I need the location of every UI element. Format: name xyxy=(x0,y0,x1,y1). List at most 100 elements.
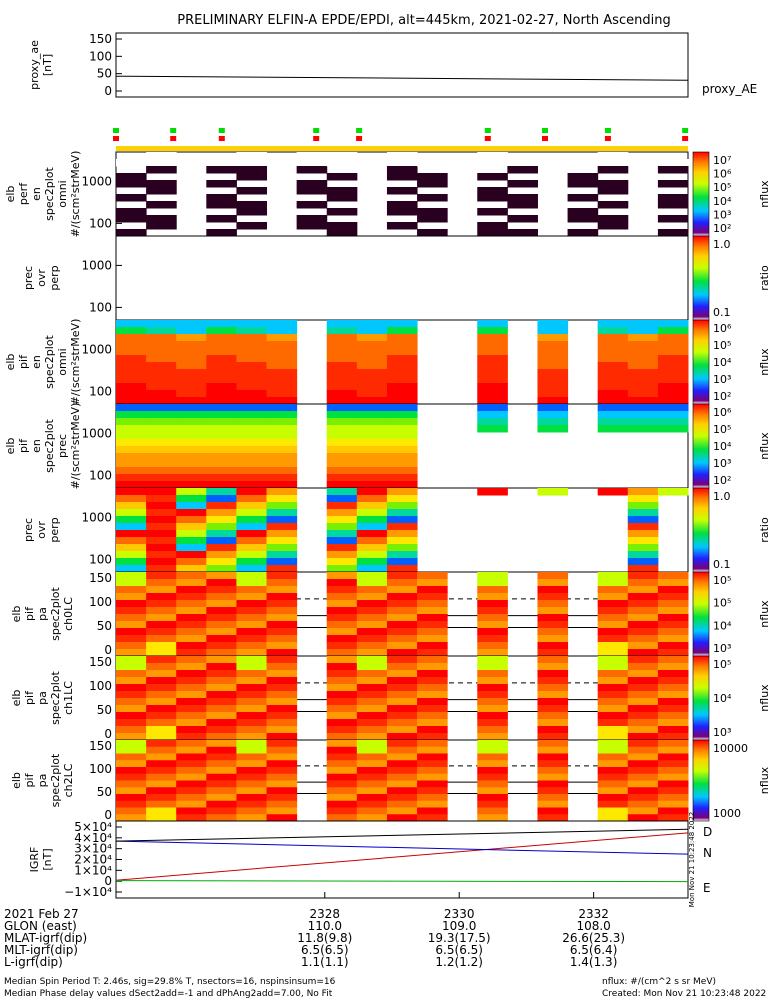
spectro-cell-p6-c18-r4 xyxy=(657,600,689,608)
ylabel-elb_pif_pa_ch0LC-0: elb xyxy=(10,606,23,623)
ylabel-proxy_ae-0: proxy_ae xyxy=(28,40,41,90)
ytick-label-elb_pif_pa_ch2LC-0: 150 xyxy=(89,739,112,753)
spectro-cell-p3-c8-r1 xyxy=(356,327,388,335)
spectro-cell-p8-c5-r3 xyxy=(266,760,298,768)
spectro-cell-p7-c5-r9 xyxy=(266,719,298,727)
spectro-cell-p6-c0-r0 xyxy=(116,572,147,580)
spectro-cell-p3-c5-r7 xyxy=(266,369,298,377)
xrow-value-0-1: 2330 xyxy=(444,907,475,921)
spectro-cell-p7-c16-r1 xyxy=(597,663,629,671)
spectro-cell-p8-c18-r1 xyxy=(657,746,689,754)
spectro-cell-p4-c8-r2 xyxy=(356,418,388,426)
spectro-cell-p5-c5-r0 xyxy=(266,488,298,496)
spectro-cell-p8-c2-r11 xyxy=(176,814,207,822)
spectro-cell-p7-c2-r4 xyxy=(176,684,207,692)
spectro-cell-p4-c2-r8 xyxy=(176,460,207,468)
spectro-cell-p7-c9-r4 xyxy=(386,684,418,692)
spectro-cell-p8-c1-r0 xyxy=(146,740,177,748)
spectro-cell-p7-c5-r11 xyxy=(266,733,298,741)
spectro-cell-p5-c2-r2 xyxy=(176,502,207,510)
spectro-cell-p4-c7-r5 xyxy=(326,439,358,447)
spectro-cell-p3-c9-r6 xyxy=(386,362,418,370)
spectro-cell-p1-c0-r9 xyxy=(116,215,147,223)
spectro-cell-p8-c9-r6 xyxy=(386,780,418,788)
spectro-cell-p3-c2-r9 xyxy=(176,383,207,391)
spectro-cell-p6-c4-r6 xyxy=(236,614,268,622)
ytick-label-elb_pif_pa_ch2LC-2: 50 xyxy=(97,785,112,799)
spectro-cell-p7-c0-r9 xyxy=(116,719,147,727)
spectro-cell-p7-c10-r8 xyxy=(417,712,448,720)
ylabel-elb_spec_perf-4: omni xyxy=(56,180,69,207)
spectro-cell-p3-c2-r4 xyxy=(176,348,207,356)
spectro-cell-p7-c1-r6 xyxy=(146,698,177,706)
spectro-cell-p1-c6-r10 xyxy=(296,222,328,230)
spectro-cell-p6-c18-r11 xyxy=(657,649,689,657)
spectro-cell-p6-c16-r1 xyxy=(597,579,629,587)
spectro-cell-p3-c5-r8 xyxy=(266,376,298,384)
spectro-cell-p1-c3-r2 xyxy=(206,166,237,174)
spectro-cell-p8-c9-r4 xyxy=(386,767,418,775)
spectro-cell-p1-c0-r6 xyxy=(116,194,147,202)
spectro-cell-p3-c7-r8 xyxy=(326,376,358,384)
spectro-cell-p4-c12-r0 xyxy=(477,404,508,412)
spectro-cell-p1-c0-r11 xyxy=(116,229,147,237)
spectro-cell-p3-c4-r1 xyxy=(236,327,268,335)
xrow-value-1-0: 110.0 xyxy=(308,919,342,933)
spectro-cell-p3-c16-r10 xyxy=(597,390,629,398)
spectro-cell-p6-c7-r0 xyxy=(326,572,358,580)
spectro-cell-p8-c0-r7 xyxy=(116,787,147,795)
spectro-cell-p8-c5-r5 xyxy=(266,773,298,781)
spectro-cell-p5-c3-r3 xyxy=(206,509,237,517)
spectro-cell-p4-c5-r9 xyxy=(266,467,298,475)
spectro-cell-p4-c5-r3 xyxy=(266,425,298,433)
spectro-cell-p4-c2-r7 xyxy=(176,453,207,461)
spectro-cell-p8-c17-r7 xyxy=(627,787,659,795)
spectro-cell-p3-c16-r2 xyxy=(597,334,629,342)
colorbar-elb_pif_pa_ch0LC xyxy=(692,571,710,657)
spectro-cell-p4-c18-r2 xyxy=(657,418,689,426)
spectro-cell-p3-c4-r10 xyxy=(236,390,268,398)
colorbar-tick-elb_pif_en_omni-3: 10³ xyxy=(713,373,731,386)
spectro-cell-p8-c2-r2 xyxy=(176,753,207,761)
spectro-cell-p7-c9-r9 xyxy=(386,719,418,727)
spectro-cell-p5-c5-r6 xyxy=(266,530,298,538)
spectro-cell-p8-c3-r5 xyxy=(206,773,237,781)
spectro-cell-p5-c2-r11 xyxy=(176,565,207,573)
spectro-cell-p3-c12-r3 xyxy=(477,341,508,349)
spectro-cell-p6-c17-r5 xyxy=(627,607,659,615)
spectro-cell-p1-c16-r5 xyxy=(597,187,629,195)
colorbar-label-elb_pif_pa_ch2LC: nflux xyxy=(758,766,771,794)
ytick-label-elb_pif_pa_ch2LC-1: 100 xyxy=(89,762,112,776)
spectro-cell-p1-c10-r4 xyxy=(417,180,448,188)
spectro-cell-p4-c8-r0 xyxy=(356,404,388,412)
spectro-cell-p6-c2-r1 xyxy=(176,579,207,587)
spectro-cell-p5-c4-r7 xyxy=(236,537,268,545)
spectro-cell-p5-c4-r8 xyxy=(236,544,268,552)
spectro-cell-p6-c8-r7 xyxy=(356,621,388,629)
spectro-cell-p3-c17-r8 xyxy=(627,376,659,384)
spectro-cell-p8-c14-r3 xyxy=(537,760,569,768)
spectro-cell-p6-c18-r1 xyxy=(657,579,689,587)
spectro-cell-p8-c0-r6 xyxy=(116,780,147,788)
spectro-cell-p7-c5-r5 xyxy=(266,691,298,699)
spectro-cell-p4-c4-r0 xyxy=(236,404,268,412)
spectro-cell-p5-c7-r2 xyxy=(326,502,358,510)
xrow-value-1-2: 108.0 xyxy=(576,919,610,933)
spectro-cell-p4-c9-r2 xyxy=(386,418,418,426)
spectro-cell-p7-c10-r10 xyxy=(417,726,448,734)
spectro-cell-p8-c1-r10 xyxy=(146,807,177,815)
spectro-cell-p7-c0-r5 xyxy=(116,691,147,699)
spectro-cell-p5-c9-r7 xyxy=(386,537,418,545)
panel-frame-prec_ovr_perp_1 xyxy=(115,235,689,321)
spectro-cell-p8-c9-r11 xyxy=(386,814,418,822)
spectro-cell-p5-c0-r6 xyxy=(116,530,147,538)
spectro-cell-p1-c18-r6 xyxy=(657,194,689,202)
spectro-cell-p8-c4-r11 xyxy=(236,814,268,822)
spectro-cell-p6-c18-r5 xyxy=(657,607,689,615)
spectro-cell-p5-c9-r9 xyxy=(386,551,418,559)
spectro-cell-p5-c17-r3 xyxy=(627,509,659,517)
spectro-cell-p1-c6-r2 xyxy=(296,166,328,174)
spectro-cell-p8-c3-r3 xyxy=(206,760,237,768)
spectro-cell-p5-c0-r11 xyxy=(116,565,147,573)
spectro-cell-p4-c14-r0 xyxy=(537,404,569,412)
